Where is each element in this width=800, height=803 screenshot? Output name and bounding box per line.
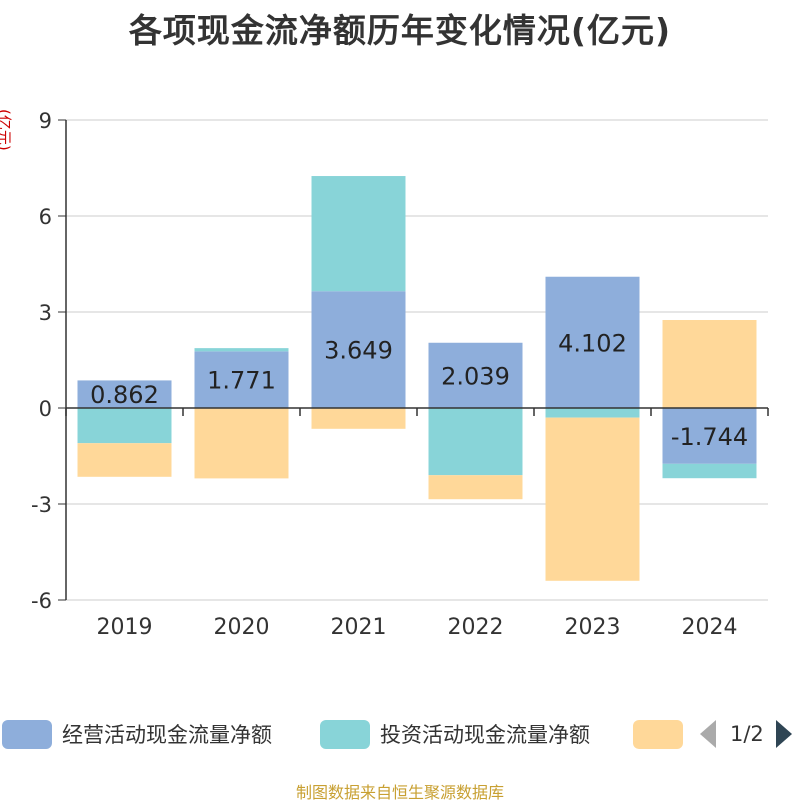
bar-operating-2024 (662, 408, 757, 464)
stacked-bar-chart: -6 -3 0 3 6 9 0.862 1.771 3.649 2.039 4.102 -1.744 2… (31, 109, 769, 640)
bar-financing-2024 (662, 320, 757, 408)
bar-financing-2023 (545, 417, 640, 581)
legend-swatch-operating (2, 719, 52, 749)
bar-operating-2019 (77, 380, 172, 408)
y-tick-label: 6 (39, 205, 52, 229)
bar-operating-2021 (311, 291, 406, 408)
data-label-operating-2024: -1.744 (671, 423, 748, 451)
bar-investing-2019 (77, 408, 172, 444)
legend-label-investing: 投资活动现金流量净额 (380, 723, 590, 747)
legend-next-page-icon[interactable] (775, 720, 792, 748)
data-label-operating-2022: 2.039 (441, 362, 510, 390)
x-tick-label-2019: 2019 (97, 615, 153, 640)
bar-financing-2020 (194, 408, 289, 479)
legend-item-operating[interactable]: 经营活动现金流量净额 (2, 714, 272, 754)
x-tick-label-2021: 2021 (331, 615, 387, 640)
data-label-operating-2020: 1.771 (207, 367, 276, 395)
x-tick-label-2023: 2023 (565, 615, 621, 640)
bar-investing-2020 (194, 348, 289, 352)
data-label-operating-2019: 0.862 (90, 381, 159, 409)
bar-operating-2023 (545, 276, 640, 408)
x-tick-label-2024: 2024 (682, 615, 738, 640)
chart-title: 各项现金流净额历年变化情况(亿元) (128, 11, 672, 50)
legend-item-financing[interactable] (633, 714, 693, 754)
bar-investing-2021 (311, 176, 406, 292)
bar-investing-2022 (428, 408, 523, 476)
data-label-operating-2023: 4.102 (558, 329, 627, 357)
y-tick-label: -3 (31, 493, 52, 517)
bar-operating-2020 (194, 351, 289, 408)
y-tick-label: 0 (39, 397, 52, 421)
y-tick-label: 3 (39, 301, 52, 325)
legend-item-investing[interactable]: 投资活动现金流量净额 (320, 714, 590, 754)
legend-page-indicator: 1/2 (730, 722, 764, 746)
bar-investing-2024 (662, 463, 757, 479)
legend-prev-page-icon[interactable] (700, 720, 716, 748)
bar-financing-2022 (428, 475, 523, 500)
y-tick-label: -6 (31, 589, 52, 613)
legend-pager: 1/2 (700, 714, 792, 754)
legend-label-operating: 经营活动现金流量净额 (62, 723, 272, 747)
legend-swatch-investing (320, 719, 370, 749)
legend-swatch-financing (633, 719, 683, 749)
x-tick-label-2022: 2022 (448, 615, 504, 640)
bar-financing-2021 (311, 408, 406, 429)
bar-investing-2023 (545, 408, 640, 418)
bar-operating-2022 (428, 342, 523, 408)
data-label-operating-2021: 3.649 (324, 337, 393, 365)
y-tick-label: 9 (39, 109, 52, 133)
bar-financing-2019 (77, 443, 172, 477)
data-source-note: 制图数据来自恒生聚源数据库 (295, 783, 504, 802)
legend: 经营活动现金流量净额 投资活动现金流量净额 1/2 (0, 714, 800, 754)
x-tick-label-2020: 2020 (214, 615, 270, 640)
